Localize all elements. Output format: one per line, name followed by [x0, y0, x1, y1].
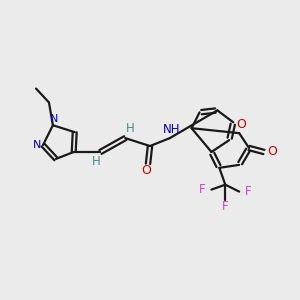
Text: H: H: [126, 122, 135, 135]
Text: O: O: [141, 164, 151, 177]
Text: NH: NH: [163, 123, 181, 136]
Text: H: H: [92, 155, 101, 168]
Text: F: F: [245, 185, 251, 198]
Text: N: N: [50, 114, 58, 124]
Text: F: F: [222, 200, 229, 213]
Text: O: O: [236, 118, 246, 131]
Text: O: O: [267, 146, 277, 158]
Text: F: F: [199, 183, 206, 196]
Text: N: N: [33, 140, 41, 150]
